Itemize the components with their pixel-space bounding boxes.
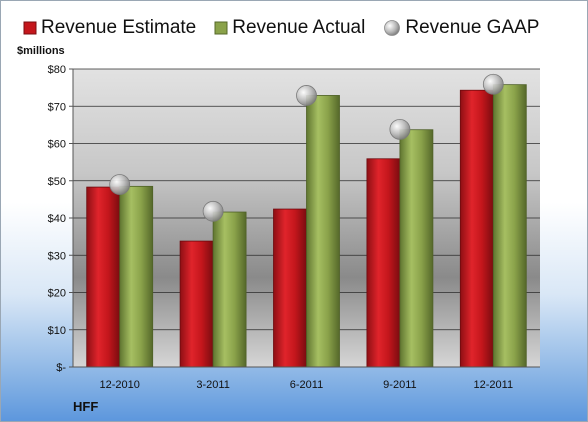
bar-revenue-actual	[399, 129, 434, 368]
y-tick-label: $10	[48, 325, 66, 337]
y-tick-label: $-	[56, 362, 66, 374]
bar-revenue-actual	[212, 211, 247, 368]
legend-item-revenue-gaap: Revenue GAAP	[383, 17, 539, 39]
y-tick-label: $70	[48, 101, 66, 113]
company-label: HFF	[73, 399, 99, 414]
bar-revenue-actual	[306, 95, 340, 368]
marker-revenue-gaap	[482, 73, 504, 95]
legend-swatch-revenue-estimate	[23, 21, 37, 35]
x-tick-label: 12-2010	[100, 379, 140, 391]
x-tick-label: 3-2011	[196, 379, 229, 391]
y-tick-label: $80	[48, 64, 66, 76]
x-axis-ticks: 12-2010 3-2011 6-2011 9-2011 12-2011	[100, 379, 514, 391]
y-tick-label: $50	[48, 176, 66, 188]
legend-item-revenue-estimate: Revenue Estimate	[23, 17, 196, 39]
x-tick-label: 12-2011	[474, 379, 514, 391]
legend-label-revenue-gaap: Revenue GAAP	[405, 17, 540, 38]
bar-revenue-estimate	[366, 158, 401, 368]
legend-label-revenue-actual: Revenue Actual	[232, 17, 366, 38]
y-tick-label: $60	[48, 139, 66, 151]
marker-revenue-gaap	[389, 118, 411, 140]
gaap-markers	[109, 73, 504, 222]
legend-marker-revenue-gaap	[384, 20, 401, 36]
legend-item-revenue-actual: Revenue Actual	[214, 17, 365, 39]
legend-swatch-revenue-actual	[214, 21, 228, 35]
bar-revenue-actual	[492, 84, 527, 368]
bar-revenue-estimate	[273, 208, 307, 368]
legend-label-revenue-estimate: Revenue Estimate	[41, 17, 197, 38]
y-axis-unit-label: $millions	[17, 45, 65, 57]
bar-revenue-estimate	[459, 89, 494, 368]
x-tick-label: 9-2011	[383, 379, 416, 391]
y-tick-label: $20	[48, 288, 66, 300]
marker-revenue-gaap	[109, 174, 131, 195]
y-axis-ticks: $- $10 $20 $30 $40 $50 $60 $70 $80	[48, 64, 73, 374]
y-tick-label: $30	[48, 250, 66, 262]
marker-revenue-gaap	[296, 85, 317, 106]
marker-revenue-gaap	[202, 200, 224, 222]
y-tick-label: $40	[48, 213, 66, 225]
x-tick-label: 6-2011	[290, 379, 323, 391]
bar-revenue-estimate	[86, 186, 121, 368]
bar-revenue-estimate	[179, 240, 214, 368]
bar-revenue-actual	[119, 185, 154, 368]
chart-legend: Revenue Estimate Revenue Actual Revenue …	[23, 13, 557, 43]
